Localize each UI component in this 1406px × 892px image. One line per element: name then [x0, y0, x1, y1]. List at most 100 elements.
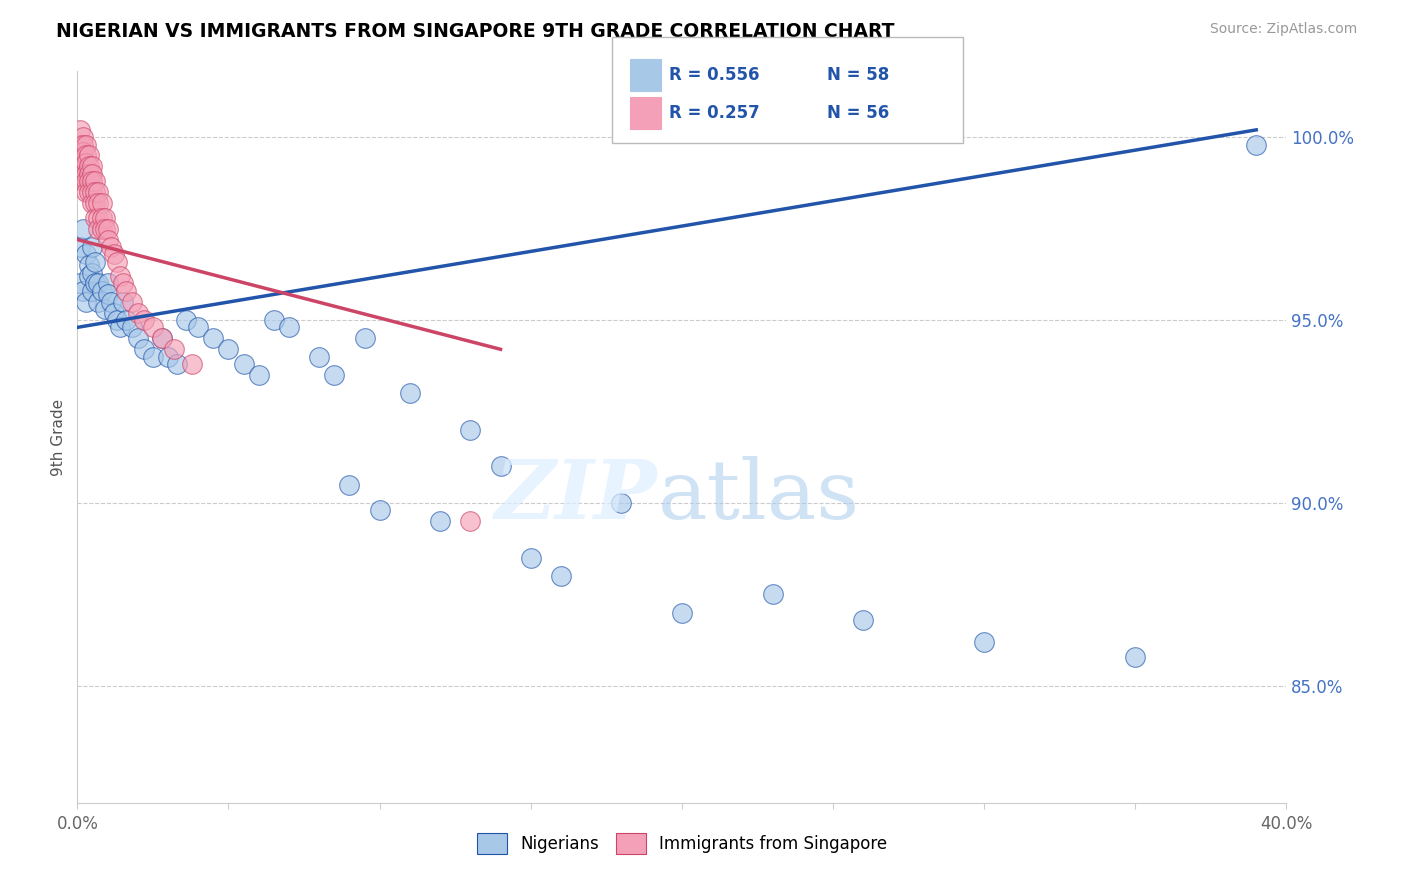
Point	[79, 167, 101, 181]
Point	[323, 368, 346, 382]
Point	[75, 155, 97, 169]
Point	[157, 350, 180, 364]
Point	[79, 148, 101, 162]
Point	[1246, 137, 1268, 152]
Point	[150, 331, 173, 345]
Point	[75, 137, 97, 152]
Point	[79, 185, 101, 199]
Point	[72, 137, 94, 152]
Point	[90, 284, 112, 298]
Point	[202, 331, 225, 345]
Point	[121, 320, 143, 334]
Point	[84, 254, 107, 268]
Point	[127, 331, 149, 345]
Point	[114, 284, 136, 298]
Point	[82, 240, 104, 254]
Point	[72, 221, 94, 235]
Point	[72, 130, 94, 145]
Point	[82, 174, 104, 188]
Point	[671, 606, 693, 620]
Point	[150, 331, 173, 345]
Point	[520, 550, 543, 565]
Point	[308, 350, 330, 364]
Point	[84, 196, 107, 211]
Point	[79, 160, 101, 174]
Point	[166, 357, 188, 371]
Point	[72, 174, 94, 188]
Point	[114, 313, 136, 327]
Text: NIGERIAN VS IMMIGRANTS FROM SINGAPORE 9TH GRADE CORRELATION CHART: NIGERIAN VS IMMIGRANTS FROM SINGAPORE 9T…	[56, 22, 894, 41]
Text: ZIP: ZIP	[495, 456, 658, 535]
Point	[247, 368, 270, 382]
Point	[263, 313, 285, 327]
Text: R = 0.556: R = 0.556	[669, 66, 772, 84]
Point	[103, 306, 125, 320]
Point	[82, 266, 104, 280]
Point	[69, 240, 91, 254]
Point	[72, 167, 94, 181]
Point	[187, 320, 209, 334]
Point	[84, 174, 107, 188]
Point	[108, 269, 131, 284]
Point	[458, 514, 481, 528]
Point	[79, 174, 101, 188]
Point	[87, 221, 110, 235]
Point	[232, 357, 254, 371]
Point	[100, 294, 122, 309]
Point	[142, 320, 165, 334]
Point	[79, 258, 101, 272]
Point	[111, 277, 134, 291]
Point	[69, 137, 91, 152]
Point	[82, 160, 104, 174]
Point	[96, 277, 118, 291]
Point	[108, 320, 131, 334]
Point	[96, 287, 118, 301]
Text: N = 58: N = 58	[827, 66, 889, 84]
Point	[75, 294, 97, 309]
Point	[121, 294, 143, 309]
Point	[69, 277, 91, 291]
Point	[100, 240, 122, 254]
Point	[84, 277, 107, 291]
Point	[96, 221, 118, 235]
Point	[75, 247, 97, 261]
Point	[458, 423, 481, 437]
Point	[852, 613, 875, 627]
Point	[399, 386, 422, 401]
Point	[610, 496, 633, 510]
Point	[105, 254, 128, 268]
Point	[84, 185, 107, 199]
Point	[84, 211, 107, 225]
Point	[79, 269, 101, 284]
Text: atlas: atlas	[658, 456, 860, 535]
Point	[75, 174, 97, 188]
Point	[93, 302, 115, 317]
Point	[1123, 649, 1146, 664]
Point	[489, 459, 512, 474]
Point	[75, 148, 97, 162]
Point	[973, 635, 995, 649]
Y-axis label: 9th Grade: 9th Grade	[51, 399, 66, 475]
Point	[762, 587, 785, 601]
Point	[82, 167, 104, 181]
Point	[69, 152, 91, 166]
Point	[90, 211, 112, 225]
Text: N = 56: N = 56	[827, 104, 889, 122]
Point	[105, 313, 128, 327]
Point	[90, 196, 112, 211]
Point	[103, 247, 125, 261]
Point	[82, 185, 104, 199]
Point	[72, 155, 94, 169]
Point	[87, 294, 110, 309]
Legend: Nigerians, Immigrants from Singapore: Nigerians, Immigrants from Singapore	[470, 827, 894, 860]
Point	[132, 313, 155, 327]
Point	[82, 284, 104, 298]
Point	[550, 569, 572, 583]
Point	[218, 343, 240, 357]
Point	[111, 294, 134, 309]
Text: Source: ZipAtlas.com: Source: ZipAtlas.com	[1209, 22, 1357, 37]
Point	[93, 211, 115, 225]
Point	[337, 477, 360, 491]
Point	[87, 185, 110, 199]
Point	[278, 320, 301, 334]
